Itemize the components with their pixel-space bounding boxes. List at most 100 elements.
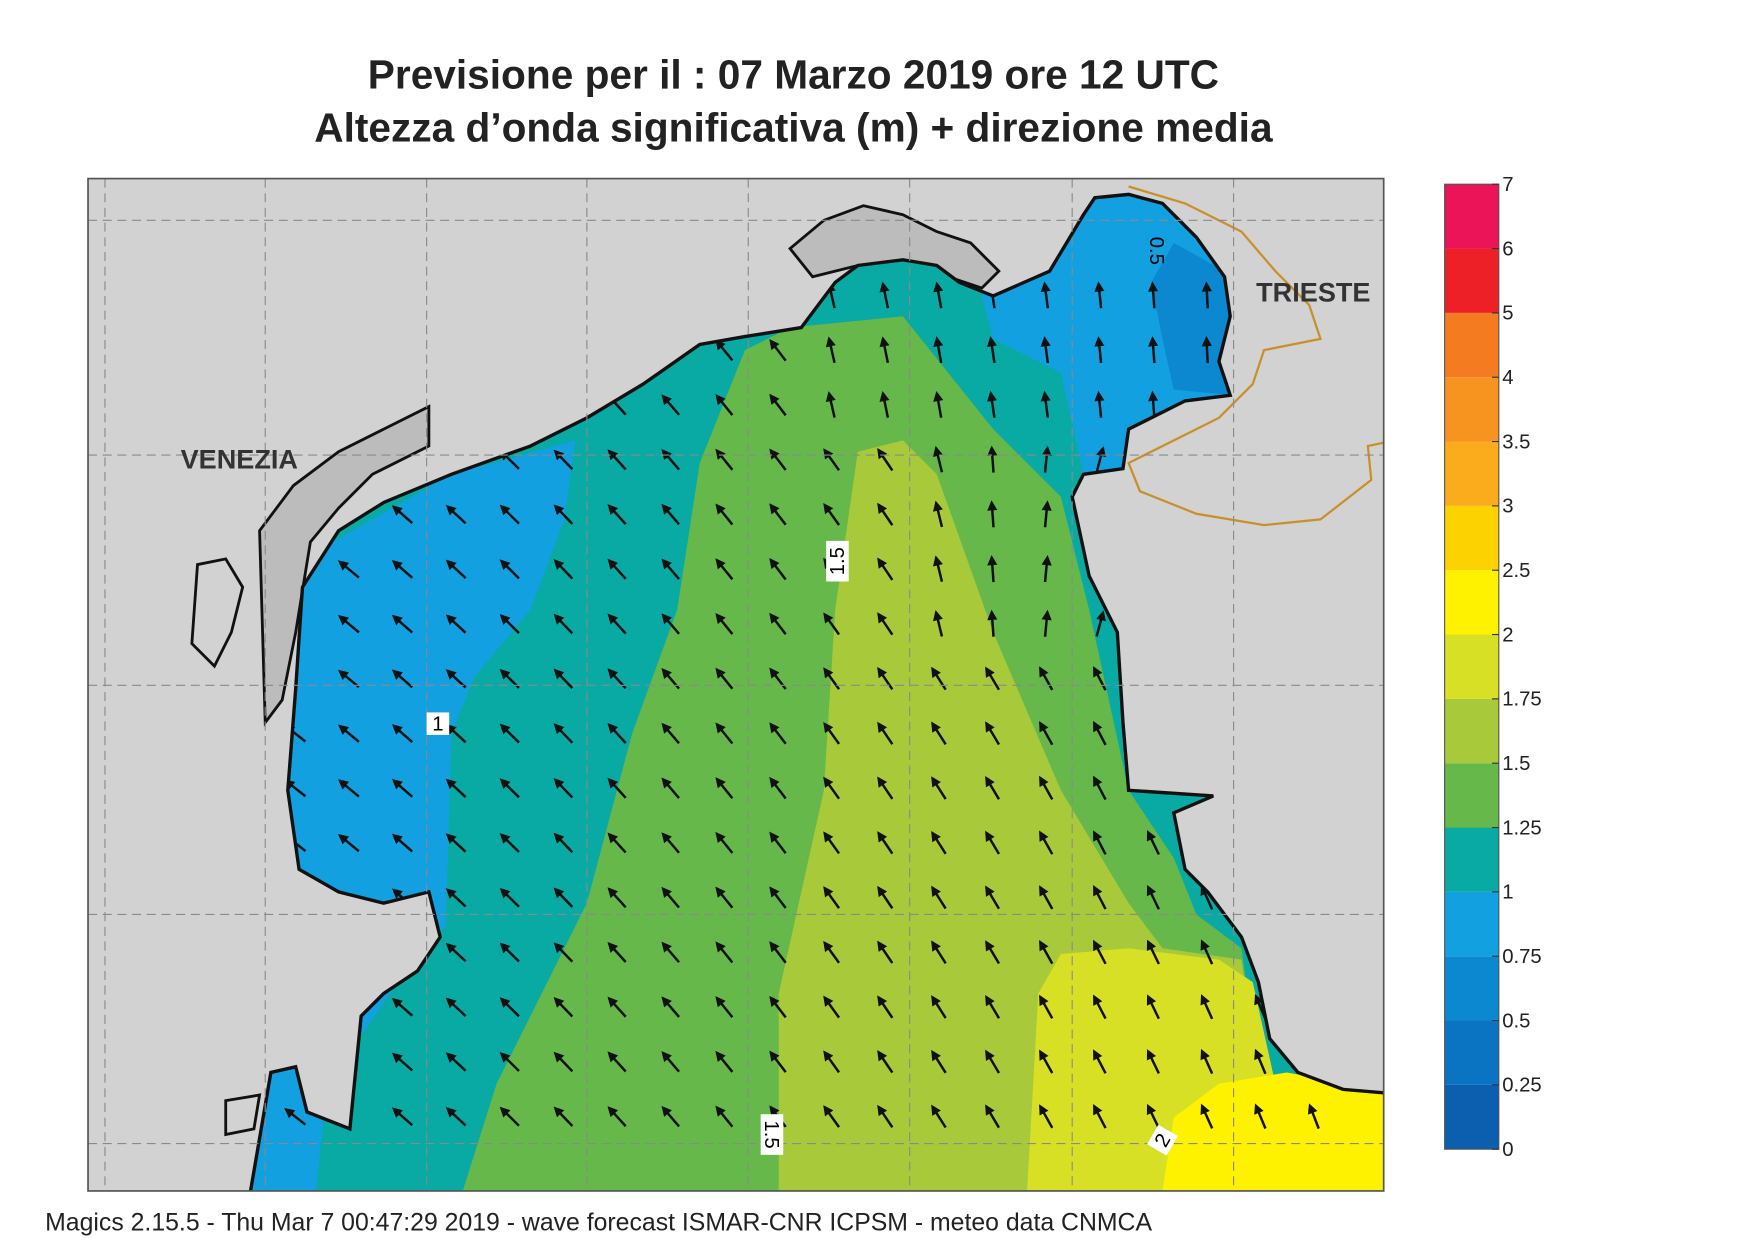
direction-arrow xyxy=(499,942,520,963)
direction-arrow xyxy=(499,887,520,908)
arrow-head xyxy=(877,448,888,460)
direction-arrow xyxy=(1039,994,1054,1020)
direction-arrow xyxy=(499,559,520,580)
arrow-head xyxy=(769,393,780,405)
arrow-head xyxy=(607,722,619,734)
direction-arrow xyxy=(553,504,574,525)
arrow-head xyxy=(715,448,726,460)
colorbar-bin xyxy=(1444,891,1499,957)
direction-arrow xyxy=(1039,885,1054,910)
arrow-head xyxy=(607,777,619,789)
arrow-head xyxy=(553,559,565,570)
arrow-head xyxy=(986,336,997,347)
direction-arrow xyxy=(607,777,627,799)
colorbar-label: 0.25 xyxy=(1502,1075,1542,1097)
arrow-head xyxy=(391,505,403,516)
direction-arrow xyxy=(823,502,841,526)
direction-arrow xyxy=(607,504,627,525)
direction-arrow xyxy=(1093,994,1107,1020)
arrow-head xyxy=(985,994,995,1007)
contour-labels: 0.5 1.5 1 1.5 2 xyxy=(426,237,1178,1156)
direction-arrow xyxy=(553,559,574,580)
direction-arrow xyxy=(1201,281,1212,309)
city-label: VENEZIA xyxy=(181,444,298,475)
arrow-head xyxy=(661,667,672,679)
direction-arrow xyxy=(338,615,360,634)
direction-arrow xyxy=(715,777,734,800)
direction-arrow xyxy=(499,1051,520,1072)
arrow-head xyxy=(1041,500,1052,511)
direction-arrow xyxy=(445,888,467,908)
direction-arrow xyxy=(553,1106,574,1127)
arrow-head xyxy=(1093,830,1103,842)
arrow-head xyxy=(769,557,780,570)
arrow-head xyxy=(985,1104,995,1116)
direction-arrow xyxy=(1040,390,1051,418)
arrow-head xyxy=(338,833,350,845)
direction-arrow xyxy=(985,940,1001,965)
direction-arrow xyxy=(987,555,998,583)
arrow-head xyxy=(661,558,672,570)
arrow-head xyxy=(769,612,780,624)
direction-arrow xyxy=(553,778,574,799)
arrow-head xyxy=(985,940,995,952)
arrow-head xyxy=(715,996,726,1008)
arrow-head xyxy=(338,669,350,681)
direction-arrow xyxy=(715,394,734,416)
arrow-head xyxy=(823,995,834,1007)
arrow-head xyxy=(499,942,511,954)
direction-arrow xyxy=(1093,939,1107,965)
arrow-head xyxy=(1096,445,1106,458)
arrow-head xyxy=(661,1051,672,1063)
map-frame xyxy=(87,177,1385,1192)
direction-arrow xyxy=(1039,775,1054,801)
arrow-head xyxy=(661,777,672,789)
arrow-head xyxy=(877,666,888,679)
direction-arrow xyxy=(715,503,734,526)
contour-label: 1 xyxy=(432,713,443,735)
arrow-head xyxy=(661,722,672,734)
direction-arrow xyxy=(987,609,998,637)
direction-arrow xyxy=(823,1105,841,1128)
direction-arrow xyxy=(391,614,414,634)
arrow-head xyxy=(823,831,834,843)
direction-arrow xyxy=(877,448,894,472)
arrow-head xyxy=(1200,939,1210,951)
direction-arrow xyxy=(985,885,1001,910)
arrow-head xyxy=(877,995,888,1007)
arrow-head xyxy=(877,940,888,952)
direction-arrow xyxy=(1146,1103,1160,1129)
arrow-head xyxy=(1093,994,1103,1006)
direction-arrow xyxy=(1094,390,1105,418)
arrow-head xyxy=(607,887,619,899)
direction-arrow xyxy=(985,1104,1001,1129)
direction-arrow xyxy=(1041,445,1052,473)
direction-arrow xyxy=(607,1106,627,1128)
arrow-head xyxy=(1307,1103,1318,1115)
arrow-head xyxy=(715,1105,726,1117)
arrow-head xyxy=(1040,390,1051,402)
arrow-head xyxy=(715,1050,726,1062)
arrow-head xyxy=(933,445,943,457)
direction-arrow xyxy=(985,830,1001,855)
direction-arrow xyxy=(823,612,841,636)
direction-arrow xyxy=(769,831,787,854)
direction-arrow xyxy=(1093,720,1107,746)
arrow-head xyxy=(1200,1103,1210,1115)
contour-label: 1.5 xyxy=(827,547,849,575)
direction-arrow xyxy=(823,776,841,800)
direction-arrow xyxy=(1039,666,1054,691)
arrow-head xyxy=(825,336,836,348)
colorbar-label: 4 xyxy=(1502,367,1513,389)
arrow-head xyxy=(499,887,511,899)
colorbar-bin xyxy=(1444,1084,1499,1150)
colorbar-label: 6 xyxy=(1502,238,1513,260)
arrow-head xyxy=(877,612,888,624)
arrow-head xyxy=(931,776,941,788)
arrow-head xyxy=(553,996,565,1008)
direction-arrow xyxy=(877,612,894,636)
arrow-head xyxy=(1093,1049,1103,1061)
arrow-head xyxy=(1201,281,1212,292)
direction-arrow xyxy=(338,724,360,743)
